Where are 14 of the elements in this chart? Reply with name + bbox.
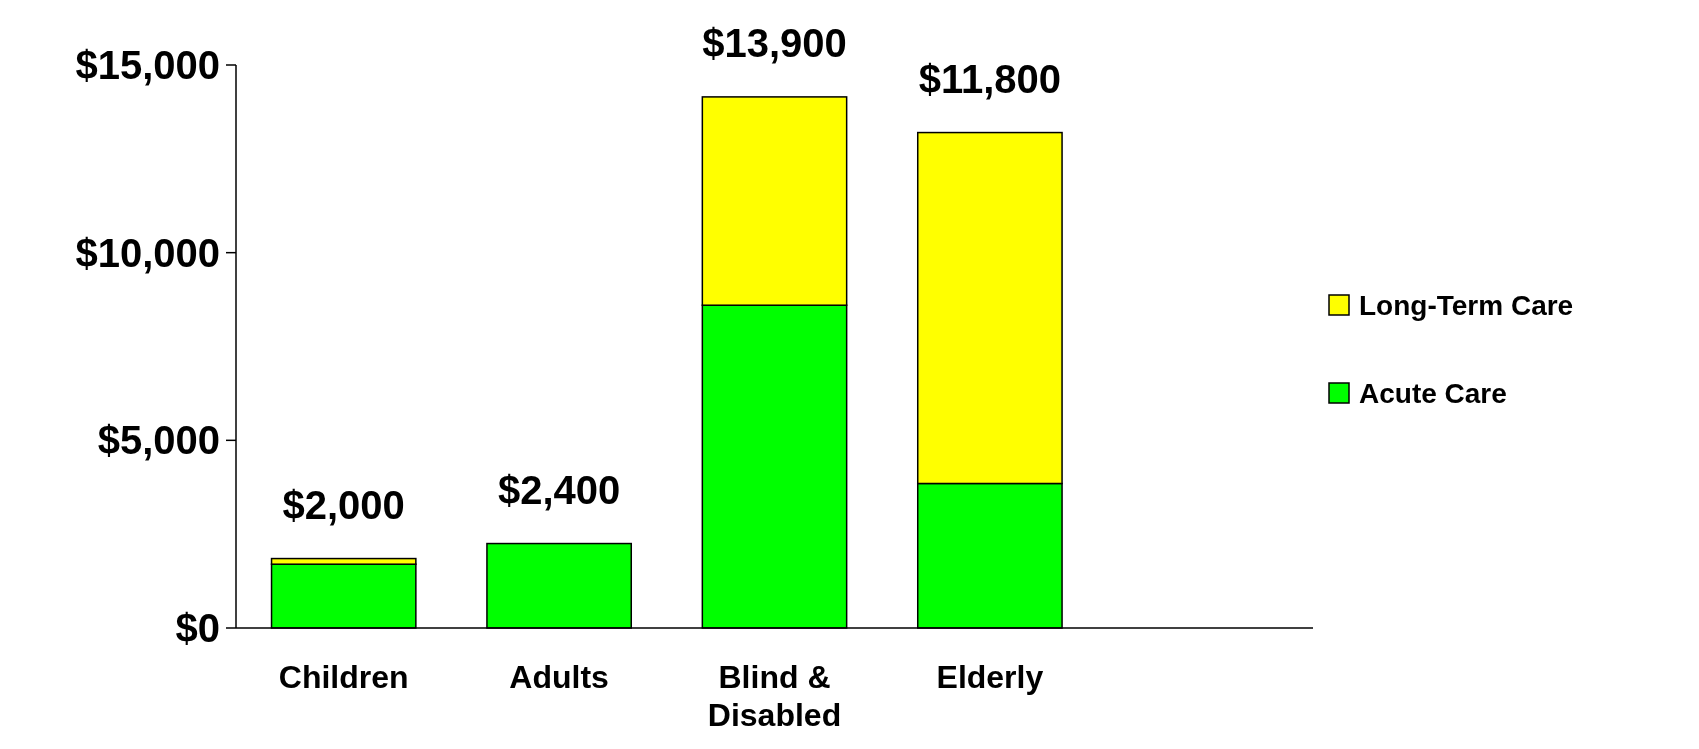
annotation: $2,000 bbox=[282, 482, 405, 527]
y-tick-label: $10,000 bbox=[75, 230, 220, 275]
y-tick-label: $15,000 bbox=[75, 43, 220, 87]
x-tick-label: Blind & Disabled bbox=[707, 659, 842, 733]
annotation: $13,900 bbox=[702, 20, 847, 65]
x-tick-label: Children bbox=[278, 659, 409, 695]
x-tick-label: Adults bbox=[509, 659, 609, 695]
y-tick-label: $5,000 bbox=[97, 418, 220, 463]
y-tick-label: $0 bbox=[175, 606, 220, 650]
legend-label: Acute Care bbox=[1359, 377, 1507, 409]
annotation: $2,400 bbox=[497, 467, 621, 512]
x-tick-label: Elderly bbox=[936, 659, 1044, 695]
annotation: $11,800 bbox=[918, 56, 1062, 101]
legend-label: Long-Term Care bbox=[1359, 289, 1574, 321]
